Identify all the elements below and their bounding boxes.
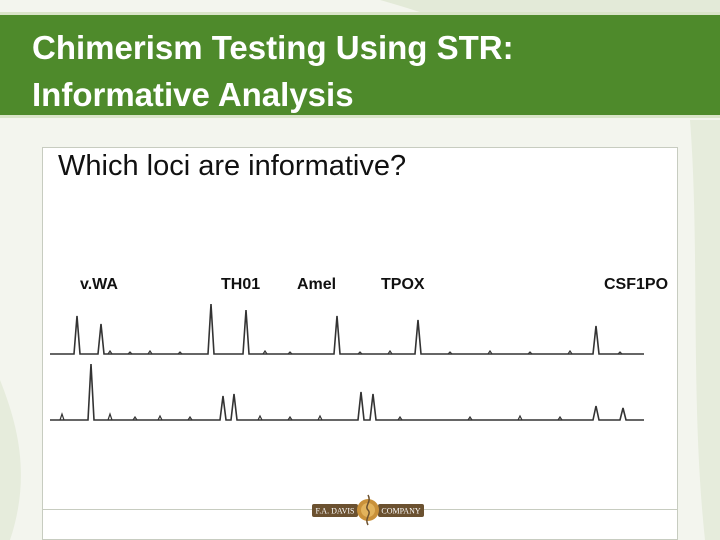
locus-label-th01: TH01 [221,276,261,293]
locus-label-amel: Amel [297,276,337,293]
locus-label-csf1po: CSF1PO [604,276,669,293]
logo-right-text: COMPANY [381,507,420,516]
electropherogram-noise-top [107,349,623,355]
content-panel [42,147,678,540]
logo-left-text: F.A. DAVIS [316,507,355,516]
locus-label-vwa: v.WA [80,276,118,293]
question-text: Which loci are informative? [58,150,407,182]
slide-title-line-2: Informative Analysis [32,76,354,113]
electropherogram [50,303,644,421]
locus-label-tpox: TPOX [381,276,425,293]
electropherogram-noise-bottom [59,412,563,421]
electropherogram-trace-top [50,303,644,355]
title-bar: Chimerism Testing Using STR: Informative… [0,12,720,118]
electropherogram-trace-bottom [50,363,644,421]
slide-title-line-1: Chimerism Testing Using STR: [32,29,514,66]
publisher-logo: F.A. DAVIS COMPANY [312,494,424,526]
